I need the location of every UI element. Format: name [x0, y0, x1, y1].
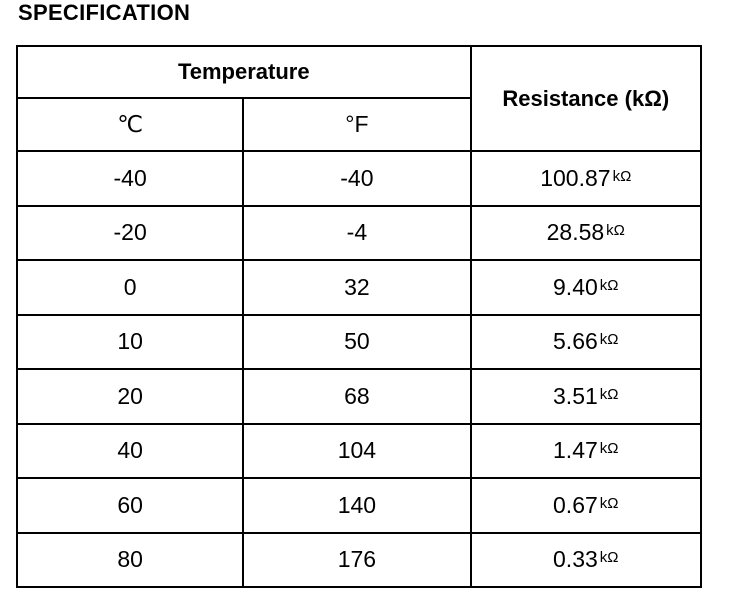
- table-row: -20 -4 28.58 kΩ: [15, 204, 703, 261]
- spec-table: Temperature Resistance (kΩ) ℃ °F -40 -40 1…: [15, 45, 703, 588]
- table-row: 20 68 3.51 kΩ: [15, 368, 703, 425]
- fahrenheit-cell: 176: [242, 531, 472, 588]
- resistance-value: 1.47: [553, 437, 598, 464]
- resistance-cell: 28.58 kΩ: [469, 204, 703, 261]
- fahrenheit-cell: 32: [242, 259, 472, 316]
- table-row: -40 -40 100.87 kΩ: [15, 150, 703, 207]
- celsius-header: ℃: [15, 97, 245, 152]
- resistance-value: 28.58: [546, 219, 605, 246]
- fahrenheit-cell: -40: [242, 150, 472, 207]
- table-row: 80 176 0.33 kΩ: [15, 531, 703, 588]
- resistance-cell: 5.66 kΩ: [469, 313, 703, 370]
- resistance-cell: 9.40 kΩ: [469, 259, 703, 316]
- resistance-value: 3.51: [553, 382, 598, 409]
- resistance-cell: 100.87 kΩ: [469, 150, 703, 207]
- resistance-unit: kΩ: [612, 167, 632, 185]
- resistance-unit: kΩ: [599, 440, 619, 458]
- celsius-cell: -40: [15, 150, 245, 207]
- table-row: 40 104 1.47 kΩ: [15, 422, 703, 479]
- celsius-cell: -20: [15, 204, 245, 261]
- celsius-cell: 20: [15, 368, 245, 425]
- fahrenheit-cell: 50: [242, 313, 472, 370]
- resistance-value: 0.33: [553, 546, 598, 573]
- resistance-header: Resistance (kΩ): [469, 45, 703, 152]
- resistance-value: 9.40: [553, 273, 598, 300]
- table-body: -40 -40 100.87 kΩ -20 -4 28.58 kΩ 0 32 9.40 kΩ 10 50 5…: [15, 150, 703, 588]
- table-row: 60 140 0.67 kΩ: [15, 477, 703, 534]
- title: SPECIFICATION: [18, 0, 191, 25]
- resistance-unit: kΩ: [599, 549, 619, 567]
- fahrenheit-cell: 104: [242, 422, 472, 479]
- celsius-cell: 10: [15, 313, 245, 370]
- resistance-unit: kΩ: [599, 276, 619, 294]
- resistance-cell: 0.33 kΩ: [469, 531, 703, 588]
- table-row: 0 32 9.40 kΩ: [15, 259, 703, 316]
- resistance-cell: 1.47 kΩ: [469, 422, 703, 479]
- fahrenheit-cell: -4: [242, 204, 472, 261]
- celsius-cell: 80: [15, 531, 245, 588]
- celsius-cell: 0: [15, 259, 245, 316]
- resistance-unit: kΩ: [599, 331, 619, 349]
- celsius-cell: 60: [15, 477, 245, 534]
- fahrenheit-cell: 68: [242, 368, 472, 425]
- resistance-unit: kΩ: [599, 385, 619, 403]
- fahrenheit-header: °F: [242, 97, 472, 152]
- resistance-value: 0.67: [553, 491, 598, 518]
- resistance-value: 100.87: [540, 164, 611, 191]
- resistance-cell: 0.67 kΩ: [469, 477, 703, 534]
- resistance-unit: kΩ: [606, 222, 625, 240]
- fahrenheit-cell: 140: [242, 477, 472, 534]
- resistance-unit: kΩ: [599, 494, 619, 512]
- resistance-cell: 3.51 kΩ: [469, 368, 703, 425]
- celsius-cell: 40: [15, 422, 245, 479]
- temperature-header: Temperature: [16, 45, 472, 99]
- table-row: 10 50 5.66 kΩ: [15, 313, 703, 370]
- resistance-value: 5.66: [553, 328, 598, 355]
